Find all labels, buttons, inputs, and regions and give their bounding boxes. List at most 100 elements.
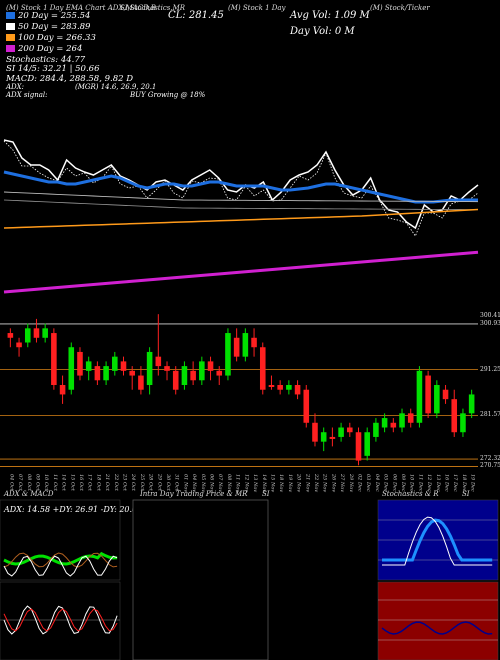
candle-body [138,375,144,390]
date-tick-label: 22 Oct [113,473,119,492]
close-label: CL: 281.45 [168,10,224,21]
candle-body [407,413,414,423]
candle-body [347,427,353,433]
candle-body [399,413,405,428]
date-tick-label: 08 Oct [26,474,32,492]
ema200-line [3,250,479,294]
date-tick-label: 01 Nov [182,474,188,492]
date-tick-label: 28 Oct [148,473,154,492]
candle-body [251,337,257,348]
candle-body [460,413,466,433]
candle-body [164,366,170,371]
date-tick-label: 20 Nov [296,473,302,492]
candle-body [59,385,66,395]
candle-area [0,314,478,467]
date-tick-label: 10 Oct [43,474,49,492]
candle-body [24,328,31,343]
adx-readout: ADX: 14.58 +DY: 26.91 -DY: 20.06 [3,505,142,514]
candle-body [16,342,22,348]
day-vol-label: Day Vol: 0 M [290,26,355,37]
date-tick-label: 21 Nov [304,473,310,492]
legend-label: 20 Day = 255.54 [18,11,91,21]
date-tick-label: 04 Dec [374,474,380,492]
candle-body [468,394,475,414]
price-level-label: 291.25 [480,365,500,373]
date-tick-label: 15 Nov [269,474,275,492]
intraday-panel [132,499,269,660]
candle-body [355,432,362,461]
date-tick-label: 03 Dec [365,474,371,492]
date-tick-label: 16 Oct [78,474,84,492]
candle-body [451,399,458,433]
date-tick-label: 25 Nov [322,473,328,492]
legend-item: 100 Day = 266.33 [6,33,96,43]
ema20-line [3,170,478,204]
price-level-label: 270.75 [480,462,500,470]
adx-macd-title: ADX & MACD [4,490,54,498]
adx-white-line [3,555,118,577]
candle-body [381,418,388,428]
ema50-band-line [3,199,479,211]
date-tick-label: 13 Dec [435,474,441,492]
header-mid: SI,Stochastics,MR [120,4,186,12]
candle-body [155,356,162,367]
candle-body [33,328,40,338]
candle-body [85,361,92,371]
price-level-label: 281.57 [480,411,500,419]
legend-swatch [6,12,15,19]
macd-label: MACD: 284.4, 288.58, 9.82 D [6,74,134,84]
candle-body [364,432,370,456]
price-level-label: 300.41 [480,312,500,319]
stoch-si-title: SI [462,490,470,498]
candle-body [329,436,336,439]
header-right: (M) Stock/Ticker [370,4,430,12]
date-tick-label: 31 Oct [174,474,180,492]
si-panel [377,581,499,660]
date-tick-label: 21 Oct [104,473,110,492]
candle-body [112,356,118,371]
candle-body [181,366,188,385]
date-tick-label: 17 Dec [452,474,458,492]
candle-body [225,333,231,376]
candle-body [373,422,379,437]
date-tick-label: 24 Oct [130,473,136,492]
date-axis: 04 Oct 07 Oct 08 Oct 09 Oct 10 Oct 11 Oct 14 O… [8,473,475,492]
candle-body [42,328,48,338]
date-tick-label: 14 Oct [61,474,67,492]
candle-body [146,351,153,385]
candle-body [103,366,109,381]
date-tick-label: 07 Nov [217,474,223,492]
legend-label: 200 Day = 264 [18,44,83,54]
si-label: SI 14/5: 32.21 | 50.66 [6,64,100,74]
close-dotted-line [3,140,479,237]
date-tick-label: 11 Dec [417,474,423,492]
indicator-panels: ADX: 14.58 +DY: 26.91 -DY: 20.06 [0,499,499,660]
date-tick-label: 17 Oct [87,474,93,492]
date-tick-label: 14 Nov [261,474,267,492]
date-tick-label: 19 Nov [287,474,293,492]
ema-area [3,139,479,294]
candle-body [434,385,440,414]
date-tick-label: 11 Oct [52,474,58,492]
date-tick-label: 29 Oct [156,473,162,492]
stoch-k-line [382,518,493,562]
legend-item: 20 Day = 255.54 [6,11,90,21]
legend-item: 200 Day = 264 [6,44,82,54]
candle-body [7,333,14,338]
legend-label: 100 Day = 266.33 [18,33,96,43]
legend-swatch [6,34,15,41]
adx-values: (MGR) 14.6, 26.9, 20.1 [75,83,157,91]
date-tick-label: 23 Oct [122,473,128,492]
date-tick-label: 09 Dec [400,474,406,492]
date-tick-label: 13 Nov [252,474,258,492]
candle-body [416,370,423,423]
intraday-si-title: SI [262,490,270,498]
candle-body [129,370,135,376]
price-level-label: 272.32 [480,455,500,463]
date-tick-label: 18 Dec [461,474,467,492]
date-tick-label: 08 Nov [226,474,232,492]
candle-body [294,385,301,395]
candle-body [77,351,83,376]
candle-body [94,366,101,381]
